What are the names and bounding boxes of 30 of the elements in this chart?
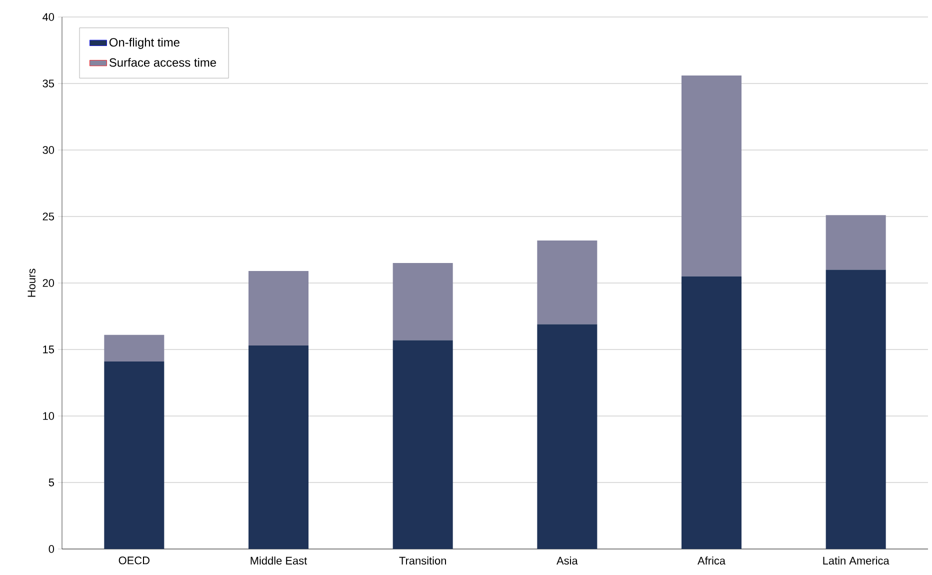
y-tick-label: 35 bbox=[42, 80, 54, 88]
y-axis-title: Hours bbox=[28, 268, 36, 297]
legend-label: Surface access time bbox=[109, 58, 216, 67]
bar bbox=[104, 361, 164, 549]
x-tick-label: Africa bbox=[698, 556, 726, 565]
bar bbox=[248, 346, 309, 549]
y-tick-label: 5 bbox=[48, 478, 54, 486]
y-tick-label: 10 bbox=[43, 412, 54, 420]
bar bbox=[392, 263, 453, 340]
x-tick-label: Asia bbox=[556, 556, 578, 565]
legend-label: On-flight time bbox=[109, 38, 180, 49]
x-tick-label: Middle East bbox=[250, 556, 308, 565]
bar bbox=[104, 334, 164, 362]
y-tick-label: 25 bbox=[42, 212, 54, 220]
y-tick-label: 20 bbox=[42, 279, 54, 287]
x-tick-label: Latin America bbox=[823, 556, 890, 565]
bar bbox=[392, 340, 453, 549]
y-tick-label: 30 bbox=[42, 146, 54, 154]
y-tick-label: 15 bbox=[43, 346, 54, 354]
y-tick-label: 0 bbox=[48, 545, 54, 553]
x-tick-label: Transition bbox=[399, 556, 446, 565]
bar bbox=[826, 270, 886, 549]
bar bbox=[248, 271, 309, 346]
bar bbox=[682, 76, 742, 276]
bar bbox=[537, 240, 598, 324]
x-tick-label: OECD bbox=[118, 556, 150, 564]
bar bbox=[826, 215, 886, 270]
bar bbox=[682, 276, 742, 549]
y-tick-label: 40 bbox=[42, 13, 54, 21]
bar bbox=[537, 324, 598, 549]
